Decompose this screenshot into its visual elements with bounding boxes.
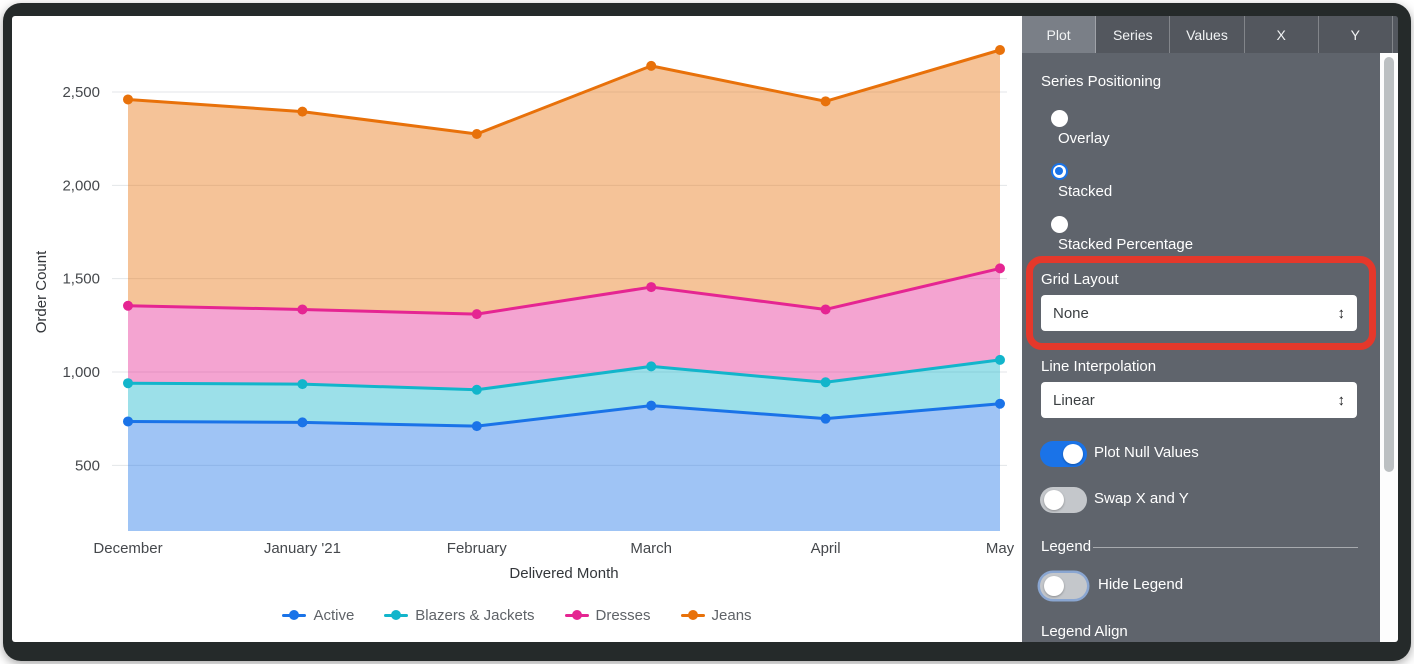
legend-label: Jeans [711, 606, 752, 624]
stacked-area-chart: 500 1,000 1,500 2,000 2,500 December January '… [33, 44, 1015, 582]
app-content: 500 1,000 1,500 2,000 2,500 December January '… [12, 16, 1398, 642]
series-marker-icon [680, 609, 705, 621]
radio-stacked-percentage-label[interactable]: Stacked Percentage [1058, 236, 1194, 253]
tab-values[interactable]: Values [1170, 16, 1245, 53]
grid-layout-value: None [1053, 304, 1089, 322]
radio-stacked-percentage[interactable] [1051, 216, 1068, 233]
svg-text:1,000: 1,000 [62, 364, 100, 381]
radio-stacked[interactable] [1051, 163, 1068, 180]
toggle-knob [1063, 444, 1083, 464]
legend-item[interactable]: Active [282, 607, 354, 624]
tab-series[interactable]: Series [1096, 16, 1171, 53]
legend-item[interactable]: Dresses [564, 606, 651, 624]
svg-text:1,500: 1,500 [62, 271, 100, 288]
toggle-knob [1044, 490, 1064, 510]
swap-x-y-label: Swap X and Y [1094, 490, 1189, 507]
updown-arrow-icon: ↕ [1337, 391, 1346, 409]
svg-text:January '21: January '21 [264, 540, 341, 557]
hide-legend-label: Hide Legend [1098, 576, 1184, 593]
grid-layout-select[interactable]: None ↕ [1041, 295, 1357, 331]
swap-x-y-toggle[interactable] [1040, 487, 1087, 513]
app-window-frame: 500 1,000 1,500 2,000 2,500 December January '… [3, 3, 1411, 661]
svg-text:March: March [630, 540, 672, 557]
tab-y[interactable]: Y [1319, 16, 1393, 53]
legend-item[interactable]: Blazers & Jackets [384, 606, 535, 624]
hide-legend-toggle[interactable] [1040, 573, 1087, 599]
svg-text:2,000: 2,000 [62, 177, 100, 194]
updown-arrow-icon: ↕ [1337, 304, 1346, 322]
legend-label: Active [313, 606, 355, 624]
plot-null-values-label: Plot Null Values [1094, 444, 1199, 461]
section-divider [1093, 547, 1358, 548]
series-marker-icon [564, 609, 589, 621]
panel-scrollbar[interactable] [1380, 53, 1398, 642]
svg-text:February: February [447, 540, 508, 557]
series-positioning-label: Series Positioning [1041, 73, 1162, 90]
tab-x[interactable]: X [1245, 16, 1319, 53]
radio-overlay-label[interactable]: Overlay [1058, 130, 1110, 147]
tab-plot[interactable]: Plot [1022, 16, 1097, 53]
svg-text:December: December [93, 540, 162, 557]
legend-label: Dresses [595, 606, 651, 624]
line-interpolation-label: Line Interpolation [1041, 358, 1157, 375]
chart-area: 500 1,000 1,500 2,000 2,500 December January '… [12, 16, 1022, 642]
radio-stacked-label[interactable]: Stacked [1058, 183, 1113, 200]
legend-section-header: Legend [1041, 538, 1092, 555]
svg-text:500: 500 [75, 457, 100, 474]
chart-legend: Active Blazers & Jackets Dresses Jeans [12, 602, 1022, 628]
plot-null-values-toggle[interactable] [1040, 441, 1087, 467]
legend-align-label: Legend Align [1041, 623, 1128, 640]
svg-text:Order Count: Order Count [33, 250, 50, 333]
line-interpolation-select[interactable]: Linear ↕ [1041, 382, 1357, 418]
grid-layout-label: Grid Layout [1041, 271, 1119, 288]
svg-text:May: May [986, 540, 1015, 557]
radio-overlay[interactable] [1051, 110, 1068, 127]
svg-text:Delivered Month: Delivered Month [509, 565, 618, 582]
settings-panel: Plot Series Values X Y Series Positionin… [1022, 16, 1398, 642]
scrollbar-thumb[interactable] [1384, 57, 1394, 472]
svg-text:April: April [811, 540, 841, 557]
legend-label: Blazers & Jackets [415, 606, 535, 624]
toggle-knob [1044, 576, 1064, 596]
legend-item[interactable]: Jeans [680, 606, 752, 624]
series-marker-icon [282, 609, 307, 621]
panel-tabbar: Plot Series Values X Y [1022, 16, 1398, 53]
series-marker-icon [384, 609, 409, 621]
line-interpolation-value: Linear [1053, 391, 1095, 409]
svg-text:2,500: 2,500 [62, 84, 100, 101]
